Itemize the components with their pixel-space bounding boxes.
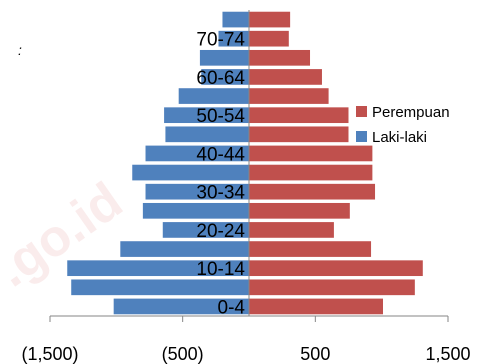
category-label: 20-24	[196, 221, 245, 242]
x-axis: (1,500) (500) 500 1,500	[21, 10, 471, 364]
category-labels: 0-4 10-14 20-24 30-34 40-44 50-54 60-64 70-74	[196, 30, 245, 319]
bar-laki-laki-0-4	[113, 298, 250, 315]
bar-laki-laki-25-29	[142, 202, 249, 219]
legend-label-laki-laki: Laki-laki	[372, 129, 427, 146]
bar-perempuan-65-69	[249, 49, 311, 66]
bar-laki-laki-45-49	[165, 126, 249, 143]
bar-laki-laki-40-44	[145, 145, 249, 162]
x-tick-label: 1,500	[425, 344, 470, 364]
legend-swatch-laki-laki	[356, 131, 367, 142]
legend-label-perempuan: Perempuan	[372, 104, 450, 121]
bar-laki-laki-30-34	[145, 183, 249, 200]
bar-laki-laki-35-39	[132, 164, 249, 181]
x-tick-label: 500	[300, 344, 330, 364]
bar-laki-laki-50-54	[164, 107, 249, 124]
bar-perempuan-75+	[249, 11, 291, 28]
bar-perempuan-35-39	[249, 164, 373, 181]
x-tick-label: (500)	[162, 344, 204, 364]
bar-laki-laki-70-74	[218, 30, 249, 47]
bar-perempuan-5-9	[249, 279, 415, 296]
bars-group	[67, 11, 423, 315]
bar-perempuan-40-44	[249, 145, 373, 162]
category-label: 0-4	[218, 297, 246, 318]
category-label: 50-54	[196, 106, 245, 127]
bar-perempuan-55-59	[249, 88, 329, 104]
stray-mark: :	[18, 42, 22, 58]
bar-laki-laki-20-24	[162, 222, 249, 238]
legend: Perempuan Laki-laki	[356, 104, 450, 146]
bar-perempuan-20-24	[249, 222, 334, 238]
bar-perempuan-10-14	[249, 260, 423, 277]
category-label: 40-44	[196, 144, 245, 165]
bar-perempuan-15-19	[249, 241, 372, 257]
bar-laki-laki-10-14	[67, 260, 249, 277]
bar-perempuan-50-54	[249, 107, 349, 124]
legend-swatch-perempuan	[356, 106, 367, 117]
bar-perempuan-0-4	[249, 298, 383, 315]
bar-laki-laki-5-9	[71, 279, 249, 296]
bar-laki-laki-55-59	[178, 88, 249, 104]
category-label: 60-64	[196, 68, 245, 89]
category-label: 70-74	[196, 30, 245, 51]
bar-perempuan-45-49	[249, 126, 349, 143]
category-label: 30-34	[196, 183, 245, 204]
bar-perempuan-70-74	[249, 30, 289, 47]
bar-laki-laki-75+	[222, 11, 249, 28]
bar-laki-laki-15-19	[120, 241, 250, 257]
bar-perempuan-25-29	[249, 202, 350, 219]
bar-perempuan-60-64	[249, 69, 322, 85]
bar-laki-laki-60-64	[201, 69, 249, 85]
bar-laki-laki-65-69	[199, 49, 249, 66]
category-label: 10-14	[196, 259, 245, 280]
x-tick-label: (1,500)	[21, 344, 78, 364]
bar-perempuan-30-34	[249, 183, 376, 200]
